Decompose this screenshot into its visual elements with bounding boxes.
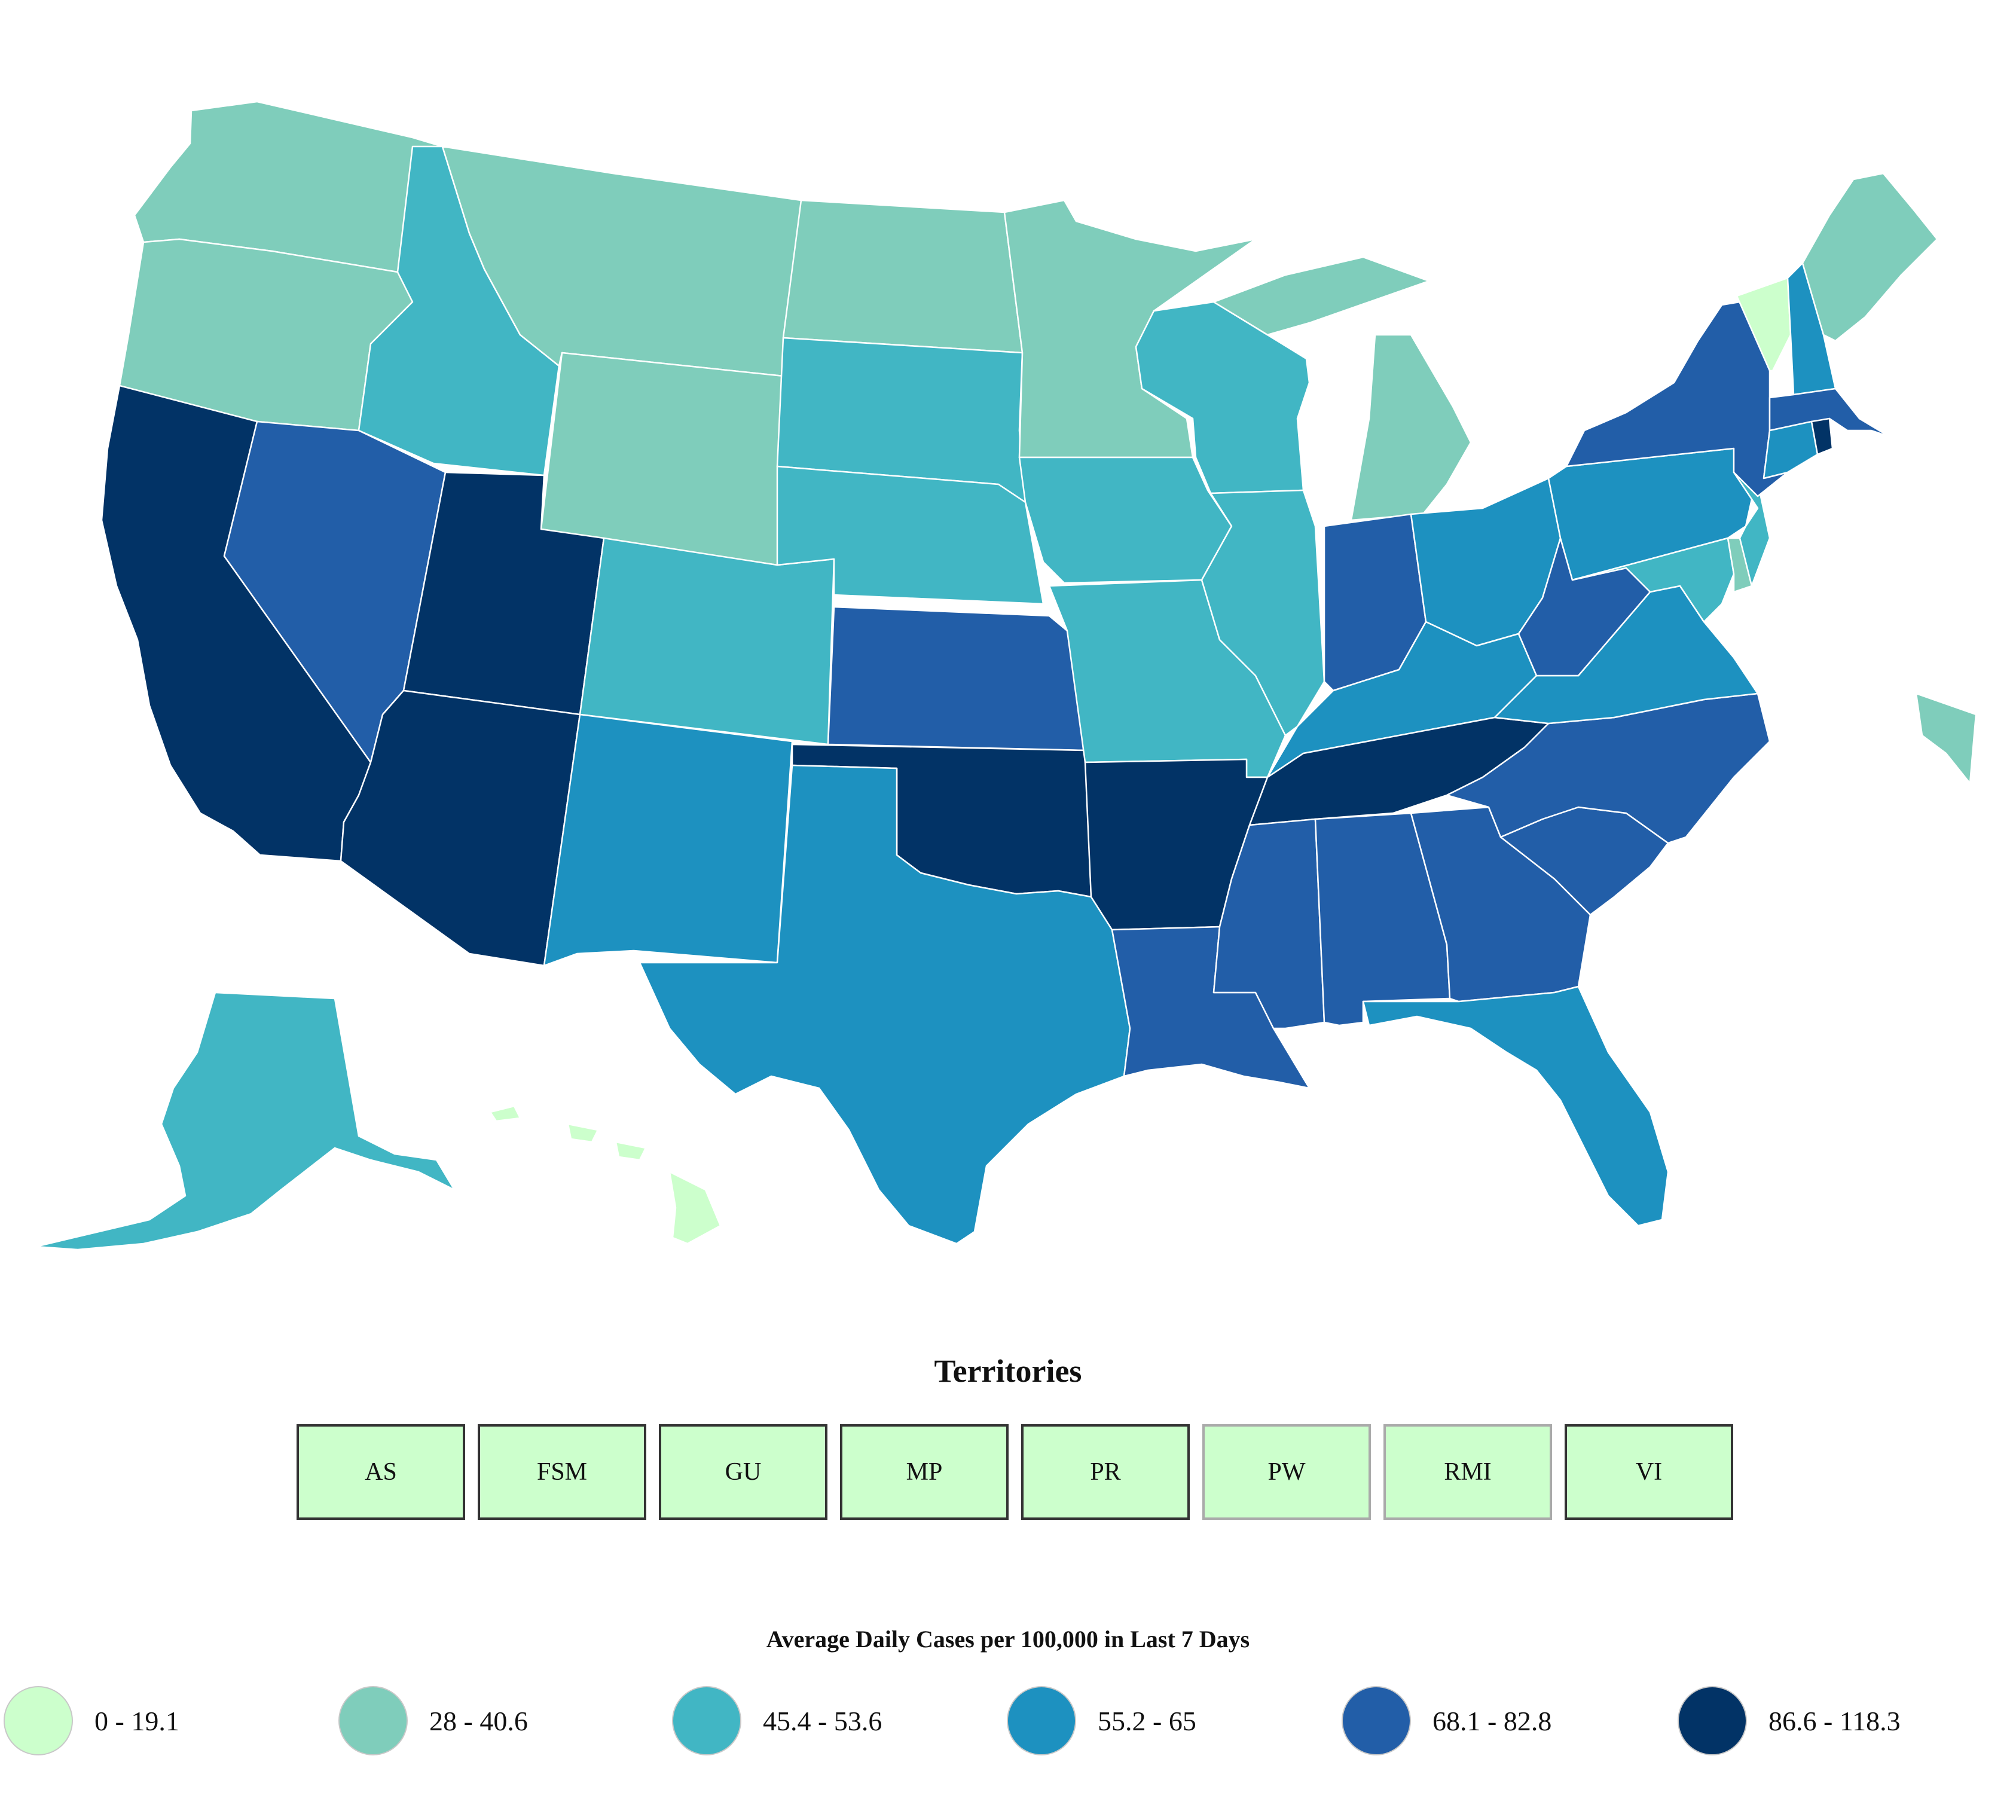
territory-button-as[interactable]: AS: [297, 1424, 465, 1520]
state-TX[interactable]: [639, 764, 1131, 1245]
state-MI[interactable]: [1212, 256, 1472, 521]
state-RI[interactable]: [1810, 417, 1834, 456]
us-choropleth-map: [35, 100, 1977, 1251]
legend-swatch: [1678, 1686, 1747, 1755]
territory-button-mp[interactable]: MP: [840, 1424, 1009, 1520]
legend-swatch: [1342, 1686, 1411, 1755]
legend-swatch: [672, 1686, 741, 1755]
state-IL[interactable]: [1201, 489, 1325, 737]
legend-label: 68.1 - 82.8: [1432, 1705, 1552, 1736]
legend-item: 55.2 - 65: [1007, 1685, 1196, 1757]
legend-item: 0 - 19.1: [4, 1685, 179, 1757]
legend-item: 68.1 - 82.8: [1342, 1685, 1551, 1757]
state-KS[interactable]: [827, 606, 1086, 752]
legend-label: 55.2 - 65: [1098, 1705, 1196, 1736]
legend-label: 28 - 40.6: [429, 1705, 528, 1736]
territory-button-rmi[interactable]: RMI: [1383, 1424, 1552, 1520]
legend-swatch: [338, 1686, 408, 1755]
territory-button-gu[interactable]: GU: [659, 1424, 827, 1520]
territory-buttons: AS FSM GU MP PR PW RMI VI: [297, 1424, 1743, 1520]
territory-button-pw[interactable]: PW: [1202, 1424, 1371, 1520]
territory-label: VI: [1635, 1458, 1663, 1486]
territory-label: MP: [906, 1458, 943, 1486]
state-IA[interactable]: [1018, 456, 1233, 584]
legend-swatch: [1007, 1686, 1076, 1755]
legend-label: 86.6 - 118.3: [1768, 1705, 1901, 1736]
territories-title: Territories: [934, 1353, 1082, 1389]
legend-item: 28 - 40.6: [338, 1685, 528, 1757]
territory-label: RMI: [1444, 1458, 1492, 1486]
state-NE[interactable]: [776, 465, 1044, 605]
legend-item: 45.4 - 53.6: [672, 1685, 882, 1757]
state-NM[interactable]: [543, 713, 793, 967]
territory-button-fsm[interactable]: FSM: [478, 1424, 646, 1520]
territory-label: PR: [1090, 1458, 1121, 1486]
state-FL[interactable]: [1362, 985, 1669, 1227]
legend-item: 86.6 - 118.3: [1678, 1685, 1901, 1757]
state-CT[interactable]: [1763, 420, 1819, 480]
territory-button-pr[interactable]: PR: [1021, 1424, 1190, 1520]
legend-label: 0 - 19.1: [94, 1705, 179, 1736]
state-ME[interactable]: [1801, 172, 1938, 342]
inset-dc-area[interactable]: [1915, 692, 1977, 784]
legend-swatch: [4, 1686, 73, 1755]
state-NC[interactable]: [1446, 692, 1771, 844]
legend: 0 - 19.1 28 - 40.6 45.4 - 53.6 55.2 - 65…: [0, 1685, 2016, 1757]
state-AK[interactable]: [35, 991, 456, 1251]
state-ND[interactable]: [782, 199, 1024, 354]
territory-label: FSM: [536, 1458, 588, 1486]
state-VT[interactable]: [1736, 277, 1792, 372]
territory-button-vi[interactable]: VI: [1565, 1424, 1733, 1520]
state-CO[interactable]: [579, 537, 835, 746]
state-WY[interactable]: [540, 352, 790, 566]
territory-label: PW: [1267, 1458, 1306, 1486]
state-HI[interactable]: [489, 1105, 722, 1245]
legend-label: 45.4 - 53.6: [763, 1705, 882, 1736]
state-DE[interactable]: [1727, 537, 1753, 593]
us-map-svg: [35, 100, 1977, 1251]
legend-title: Average Daily Cases per 100,000 in Last …: [766, 1626, 1250, 1653]
territory-label: AS: [365, 1458, 397, 1486]
territory-label: GU: [725, 1458, 762, 1486]
